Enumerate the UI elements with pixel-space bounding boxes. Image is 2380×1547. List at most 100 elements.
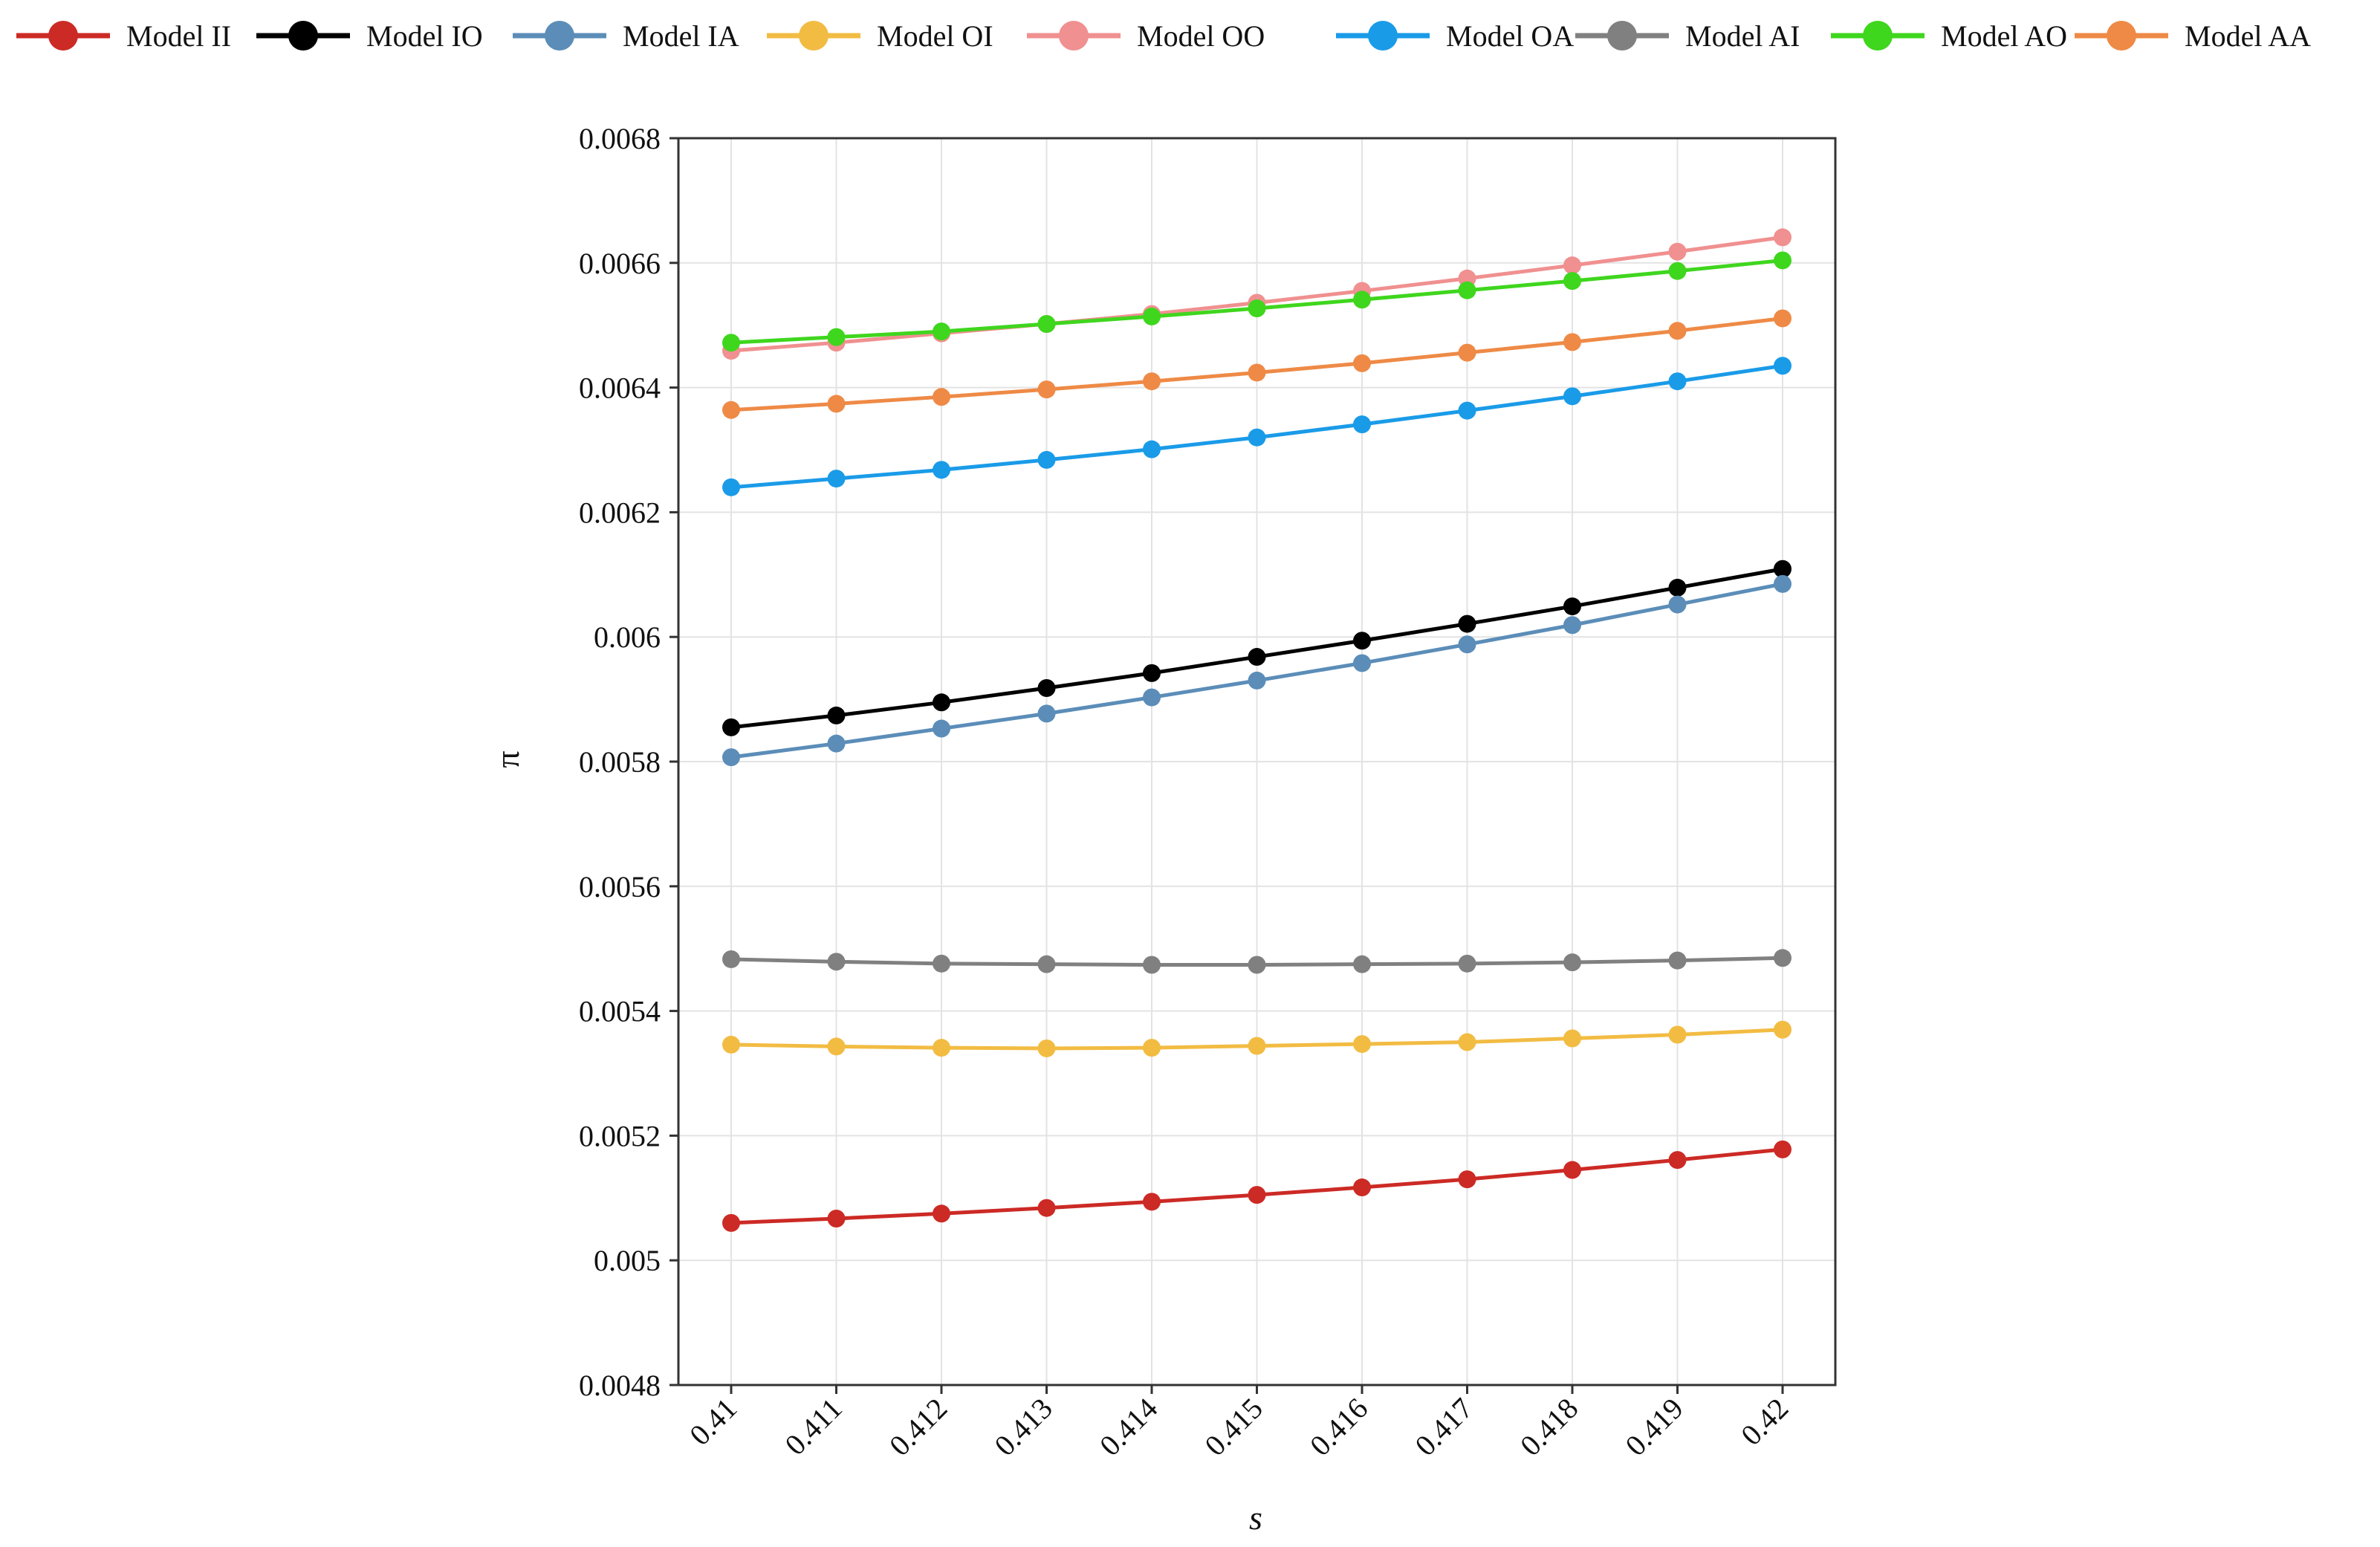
data-point (1774, 251, 1792, 270)
x-tick-label: 0.42 (1734, 1392, 1794, 1452)
legend-label: Model AI (1685, 19, 1800, 53)
y-tick-label: 0.0048 (579, 1369, 661, 1402)
data-point (1037, 1039, 1056, 1057)
data-point (1668, 951, 1687, 970)
legend-item: Model AO (1831, 19, 2067, 53)
data-point (1668, 242, 1687, 261)
legend-label: Model OI (877, 19, 993, 53)
data-point (1143, 1039, 1161, 1057)
legend-label: Model OO (1137, 19, 1265, 53)
data-point (933, 693, 950, 712)
data-point (1353, 654, 1371, 672)
data-point (1774, 560, 1792, 578)
legend-item: Model OO (1027, 19, 1265, 53)
data-point (933, 322, 950, 341)
data-point (1248, 428, 1266, 447)
data-point (1037, 704, 1056, 723)
data-point (722, 1035, 740, 1054)
data-point (722, 950, 740, 968)
data-point (1037, 380, 1056, 399)
series-model-ii (722, 1140, 1792, 1232)
data-point (1774, 228, 1792, 247)
x-tick-label: 0.415 (1198, 1392, 1268, 1462)
data-point (1563, 1161, 1581, 1179)
x-tick-label: 0.418 (1514, 1392, 1584, 1462)
legend-label: Model AA (2185, 19, 2311, 53)
y-tick-label: 0.0062 (579, 496, 661, 529)
legend-label: Model AO (1941, 19, 2067, 53)
legend-item: Model AI (1575, 19, 1800, 53)
series-model-ai (722, 949, 1792, 974)
data-point (1248, 671, 1266, 690)
data-point (722, 334, 740, 352)
data-point (1668, 262, 1687, 280)
data-point (933, 388, 950, 406)
x-tick-label: 0.416 (1303, 1392, 1374, 1462)
data-point (933, 1039, 950, 1057)
legend-label: Model IO (366, 19, 483, 53)
data-point (1248, 299, 1266, 318)
data-point (1248, 956, 1266, 974)
legend-swatch-marker (1368, 21, 1398, 51)
data-point (933, 1204, 950, 1223)
data-point (1668, 372, 1687, 391)
data-point (827, 953, 846, 971)
data-point (1458, 635, 1476, 654)
data-point (1353, 1178, 1371, 1197)
chart-legend: Model II Model IO Model IA Model OI Model OO… (16, 19, 2311, 53)
legend-swatch-marker (288, 21, 318, 51)
data-point (722, 400, 740, 419)
series-model-ia (722, 574, 1792, 767)
data-point (1248, 1037, 1266, 1055)
data-point (827, 395, 846, 413)
data-point (827, 470, 846, 488)
data-point (722, 1213, 740, 1232)
legend-item: Model II (16, 19, 231, 53)
y-tick-label: 0.0064 (579, 372, 661, 405)
data-point (1774, 309, 1792, 328)
series-model-oi (722, 1020, 1792, 1057)
data-point (1353, 415, 1371, 434)
legend-item: Model OI (767, 19, 993, 53)
series-model-aa (722, 309, 1792, 419)
data-point (722, 478, 740, 496)
y-tick-label: 0.0066 (579, 247, 661, 280)
data-point (1563, 333, 1581, 351)
data-point (1563, 387, 1581, 406)
data-point (1143, 688, 1161, 707)
legend-item: Model IO (256, 19, 483, 53)
y-tick-label: 0.0068 (579, 122, 661, 155)
data-point (1143, 307, 1161, 325)
x-tick-label: 0.414 (1093, 1392, 1164, 1462)
data-point (1563, 256, 1581, 275)
data-point (1037, 955, 1056, 973)
legend-swatch-marker (1863, 21, 1893, 51)
data-point (1563, 953, 1581, 972)
data-point (933, 461, 950, 479)
x-tick-label: 0.412 (883, 1392, 953, 1462)
data-point (1248, 648, 1266, 667)
data-point (1668, 322, 1687, 340)
data-point (827, 734, 846, 753)
x-tick-label: 0.411 (778, 1392, 848, 1462)
legend-label: Model OA (1446, 19, 1574, 53)
legend-item: Model AA (2075, 19, 2311, 53)
data-point (933, 954, 950, 973)
data-point (722, 748, 740, 767)
x-axis-label: s (1249, 1499, 1262, 1537)
data-point (1668, 595, 1687, 614)
y-tick-label: 0.0058 (579, 745, 661, 779)
data-point (1668, 578, 1687, 597)
data-point (1248, 1186, 1266, 1204)
data-point (1353, 354, 1371, 372)
x-tick-label: 0.413 (988, 1392, 1058, 1462)
data-point (1353, 632, 1371, 650)
data-point (1563, 597, 1581, 616)
legend-swatch-marker (1059, 21, 1089, 51)
y-axis-label: π (488, 750, 526, 768)
data-point (1774, 574, 1792, 593)
data-point (1353, 1035, 1371, 1054)
data-point (1458, 1170, 1476, 1189)
y-tick-label: 0.005 (594, 1244, 661, 1277)
data-point (1563, 272, 1581, 291)
